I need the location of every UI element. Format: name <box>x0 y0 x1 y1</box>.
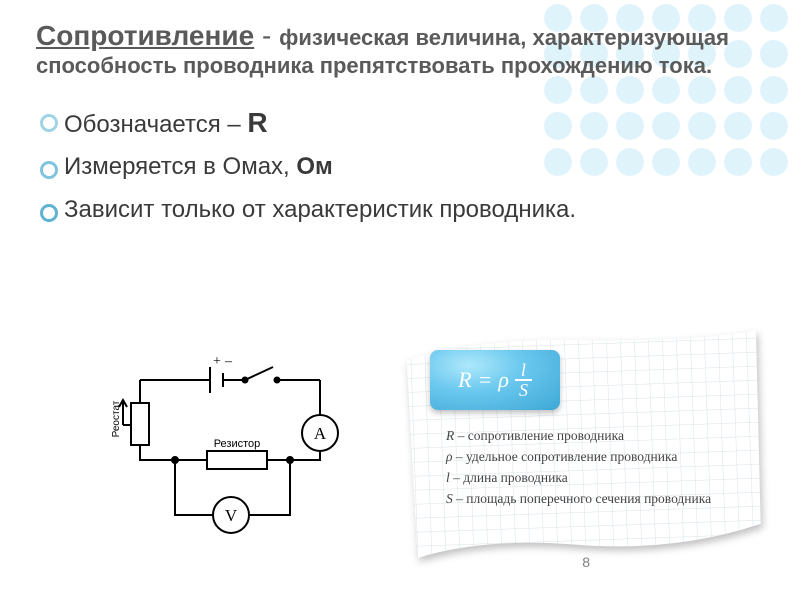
formula-legend: R – сопротивление проводника ρ – удельно… <box>446 426 711 510</box>
slide-title: Сопротивление - физическая величина, хар… <box>36 20 764 80</box>
ammeter-label: A <box>314 424 327 443</box>
bullet-1: Обозначается – R <box>36 104 764 142</box>
plus-label: + <box>213 355 221 369</box>
bullet-2: Измеряется в Омах, Ом <box>36 151 764 183</box>
bullet-3: Зависит только от характеристик проводни… <box>36 194 764 226</box>
formula-rho: ρ <box>498 367 509 393</box>
formula-l: l <box>517 361 530 379</box>
circuit-diagram: + – A V Резистор Реостат <box>95 355 355 565</box>
bullet-1-text: Обозначается – <box>64 111 247 138</box>
formula-eq: = <box>478 367 493 393</box>
legend-row-S: S – площадь поперечного сечения проводни… <box>446 489 711 510</box>
title-dash: - <box>254 20 279 51</box>
slide-content: Сопротивление - физическая величина, хар… <box>0 0 800 256</box>
formula-card: R = ρ l S R – сопротивление проводника ρ… <box>400 330 770 580</box>
resistor-label: Резистор <box>214 438 261 450</box>
bullet-3-text: Зависит только от характеристик проводни… <box>64 196 576 223</box>
diagrams-area: + – A V Резистор Реостат R = ρ <box>0 345 800 575</box>
formula-box: R = ρ l S <box>430 350 560 410</box>
page-number: 8 <box>582 554 590 570</box>
formula-S: S <box>515 381 532 399</box>
legend-row-l: l – длина проводника <box>446 468 711 489</box>
formula-fraction: l S <box>515 361 532 399</box>
bullet-1-strong: R <box>247 107 267 138</box>
legend-row-rho: ρ – удельное сопротивление проводника <box>446 447 711 468</box>
title-term: Сопротивление <box>36 20 254 51</box>
rheostat-label: Реостат <box>111 400 122 437</box>
legend-row-R: R – сопротивление проводника <box>446 426 711 447</box>
bullet-2-strong: Ом <box>296 153 332 180</box>
minus-label: – <box>224 355 233 369</box>
bullet-list: Обозначается – R Измеряется в Омах, Ом З… <box>36 104 764 227</box>
formula-R: R <box>458 367 471 393</box>
voltmeter-label: V <box>225 506 238 525</box>
bullet-2-text: Измеряется в Омах, <box>64 153 296 180</box>
